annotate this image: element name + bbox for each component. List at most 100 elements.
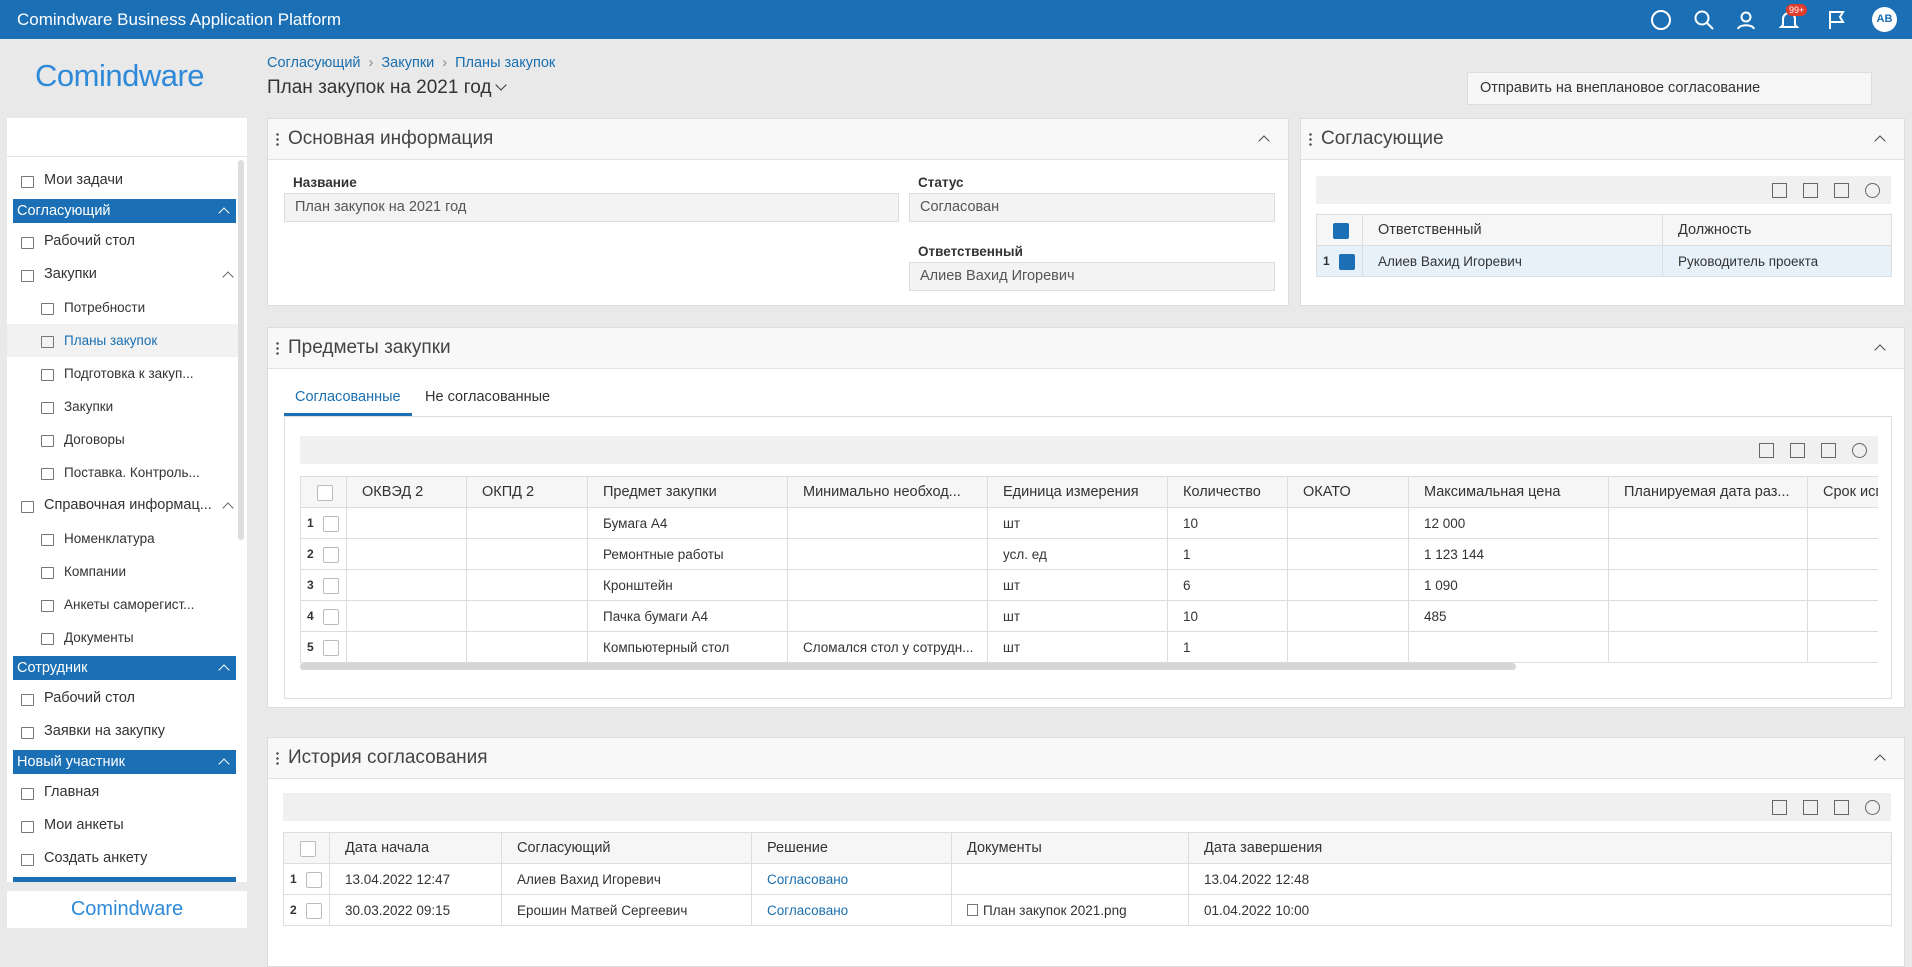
- logo[interactable]: Comindware: [35, 58, 205, 93]
- sidebar-item[interactable]: Создать анкету: [7, 842, 240, 875]
- column-header[interactable]: ОКВЭД 2: [346, 476, 467, 508]
- toolbar-icon[interactable]: [1865, 800, 1880, 815]
- sidebar-item[interactable]: Договоры: [7, 423, 240, 456]
- cell: [1807, 538, 1878, 570]
- help-icon[interactable]: [1650, 9, 1672, 31]
- checkbox[interactable]: [323, 547, 339, 563]
- cell: 13.04.2022 12:47: [329, 863, 502, 895]
- checkbox[interactable]: [306, 903, 322, 919]
- sidebar-item[interactable]: Планы закупок: [7, 324, 240, 357]
- sidebar-group[interactable]: Новый участник: [13, 750, 236, 774]
- link[interactable]: Согласовано: [767, 871, 849, 887]
- sidebar-group[interactable]: Сотрудник: [13, 656, 236, 680]
- toolbar-icon[interactable]: [1772, 183, 1787, 198]
- sidebar-group-label: Сотрудник: [17, 660, 88, 676]
- sidebar-item[interactable]: Справочная информац...: [7, 489, 240, 522]
- cell: [1287, 631, 1409, 663]
- toolbar-icon[interactable]: [1790, 443, 1805, 458]
- sidebar-item[interactable]: Рабочий стол: [7, 682, 240, 715]
- breadcrumb-link[interactable]: Планы закупок: [455, 55, 556, 71]
- users-icon[interactable]: [1736, 9, 1758, 31]
- column-header[interactable]: Максимальная цена: [1408, 476, 1609, 508]
- sidebar-item[interactable]: Анкеты саморегист...: [7, 588, 240, 621]
- breadcrumb-link[interactable]: Закупки: [381, 55, 435, 71]
- sidebar-item[interactable]: Номенклатура: [7, 522, 240, 555]
- column-header[interactable]: Планируемая дата раз...: [1608, 476, 1808, 508]
- column-header[interactable]: Минимально необход...: [787, 476, 988, 508]
- caret: [222, 270, 234, 283]
- checkbox[interactable]: [1333, 223, 1349, 239]
- cell: [346, 600, 467, 632]
- column-header[interactable]: Дата начала: [329, 832, 502, 864]
- sidebar-item[interactable]: Подготовка к закуп...: [7, 357, 240, 390]
- sidebar-item[interactable]: Потребности: [7, 291, 240, 324]
- collapse[interactable]: [1874, 754, 1886, 766]
- toolbar-icon[interactable]: [1834, 183, 1849, 198]
- toolbar-icon[interactable]: [1803, 800, 1818, 815]
- column-header[interactable]: Согласующий: [501, 832, 752, 864]
- sidebar-item[interactable]: Мои анкеты: [7, 809, 240, 842]
- toolbar-icon[interactable]: [1852, 443, 1867, 458]
- collapse[interactable]: [1874, 344, 1886, 356]
- sidebar-item[interactable]: Закупки: [7, 390, 240, 423]
- sidebar-item[interactable]: Заявки на закупку: [7, 715, 240, 748]
- column-header[interactable]: Предмет закупки: [587, 476, 788, 508]
- column-header[interactable]: Документы: [951, 832, 1189, 864]
- checkbox[interactable]: [317, 485, 333, 501]
- column-header[interactable]: Единица измерения: [987, 476, 1168, 508]
- toolbar-icon[interactable]: [1759, 443, 1774, 458]
- checkbox[interactable]: [300, 841, 316, 857]
- tab-active[interactable]: Согласованные: [295, 389, 401, 405]
- sidebar-item[interactable]: Главная: [7, 776, 240, 809]
- link[interactable]: Согласовано: [767, 902, 849, 918]
- sidebar-group[interactable]: Согласующий: [13, 199, 236, 223]
- sidebar-item[interactable]: Документы: [7, 621, 240, 654]
- column-header[interactable]: Должность: [1662, 214, 1892, 246]
- toolbar-icon[interactable]: [1821, 443, 1836, 458]
- page-title: План закупок на 2021 год: [267, 77, 507, 99]
- column-header[interactable]: Ответственный: [1362, 214, 1663, 246]
- checkbox[interactable]: [306, 872, 322, 888]
- column-header[interactable]: Решение: [751, 832, 952, 864]
- toolbar-icon[interactable]: [1834, 800, 1849, 815]
- column-header[interactable]: Количество: [1167, 476, 1288, 508]
- toolbar-icon[interactable]: [1803, 183, 1818, 198]
- user-avatar[interactable]: AB: [1872, 7, 1897, 32]
- sidebar-item[interactable]: Закупки: [7, 258, 240, 291]
- sidebar-label: Потребности: [64, 300, 146, 315]
- breadcrumb-link[interactable]: Согласующий: [267, 55, 361, 71]
- sidebar-item[interactable]: Поставка. Контроль...: [7, 456, 240, 489]
- sidebar-item[interactable]: Рабочий стол: [7, 225, 240, 258]
- field-label: Ответственный: [918, 244, 1023, 259]
- checkbox[interactable]: [323, 640, 339, 656]
- h-scrollbar[interactable]: [300, 663, 1516, 670]
- sidebar-item[interactable]: Компании: [7, 555, 240, 588]
- toolbar-icon[interactable]: [1865, 183, 1880, 198]
- collapse[interactable]: [1874, 135, 1886, 147]
- column-header[interactable]: ОКАТО: [1287, 476, 1409, 508]
- column-header[interactable]: Дата завершения: [1188, 832, 1892, 864]
- sidebar-icon: [21, 727, 34, 739]
- tab[interactable]: Не согласованные: [425, 389, 551, 405]
- sidebar-item[interactable]: Мои задачи: [7, 164, 240, 197]
- flag-icon[interactable]: [1825, 9, 1847, 31]
- checkbox[interactable]: [323, 516, 339, 532]
- checkbox[interactable]: [1339, 254, 1355, 270]
- title-caret[interactable]: [495, 79, 507, 91]
- search-icon[interactable]: [1693, 9, 1715, 31]
- cell: Руководитель проекта: [1662, 245, 1892, 277]
- sidebar-scrollbar[interactable]: [238, 160, 244, 540]
- checkbox[interactable]: [323, 609, 339, 625]
- action-button[interactable]: Отправить на внеплановое согласование: [1480, 80, 1761, 96]
- column-header[interactable]: Срок исп: [1807, 476, 1878, 508]
- sidebar-label: Номенклатура: [64, 531, 155, 546]
- toolbar-icon[interactable]: [1772, 800, 1787, 815]
- cell-text[interactable]: План закупок 2021.png: [983, 902, 1127, 918]
- grid: Ответственный Должность 1 Алиев Вахид Игоре…: [1316, 214, 1892, 277]
- row: 2 30.03.2022 09:15 Ерошин Матвей Сергеевич…: [283, 894, 1892, 926]
- column-header[interactable]: ОКПД 2: [466, 476, 588, 508]
- collapse[interactable]: [1258, 135, 1270, 147]
- checkbox[interactable]: [323, 578, 339, 594]
- sidebar-group[interactable]: Куратор: [13, 877, 236, 882]
- cell: 1: [1167, 631, 1288, 663]
